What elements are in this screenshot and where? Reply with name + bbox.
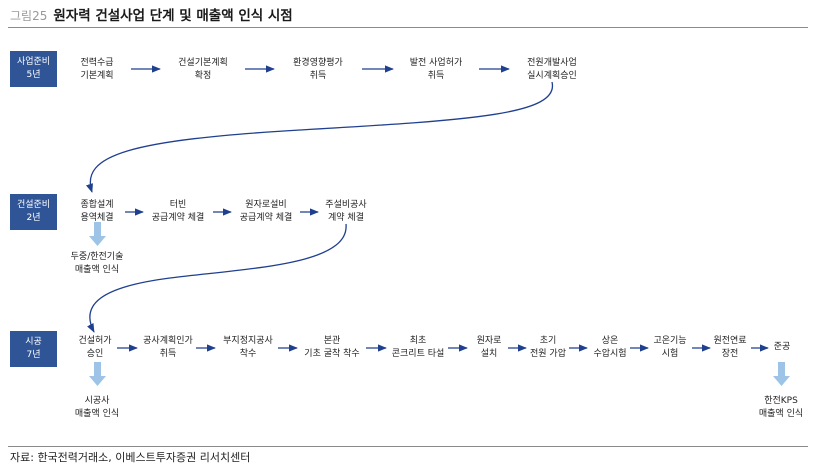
step-line: 건설허가: [78, 336, 112, 346]
step-construction-plan-approval: 공사계획인가 취득: [143, 335, 193, 360]
step-construction-plan-confirmed: 건설기본계획 확정: [178, 57, 228, 82]
step-line: 취득: [309, 70, 327, 81]
step-generation-license: 발전 사업허가 취득: [410, 57, 463, 82]
step-power-supply-plan: 전력수급 기본계획: [80, 57, 113, 82]
step-line: 확정: [194, 70, 212, 81]
figure-number: 그림25: [10, 9, 48, 23]
top-divider: [8, 27, 808, 28]
step-initial-energization: 초기 전원 가압: [530, 335, 566, 360]
step-line: 최초: [409, 336, 427, 346]
step-line: 준공: [773, 342, 791, 352]
step-line: 용역체결: [80, 212, 114, 223]
step-line: 전원개발사업: [527, 58, 577, 68]
phase-box-business-prep: 사업준비 5년: [10, 51, 57, 87]
phase-name: 사업준비: [16, 57, 51, 67]
step-line: 원자로: [476, 336, 502, 346]
step-line: 기본계획: [80, 70, 114, 81]
source-note: 자료: 한국전력거래소, 이베스트투자증권 리서치센터: [10, 451, 251, 464]
step-line: 초기: [539, 336, 557, 346]
step-line: 공급계약 체결: [239, 212, 293, 223]
step-construction-permit: 건설허가 승인: [78, 335, 111, 360]
phase-name: 건설준비: [16, 200, 51, 210]
step-line: 계약 체결: [328, 212, 364, 223]
recognition-arrow-row3-left: [89, 362, 106, 386]
step-line: 취득: [427, 70, 445, 81]
phase-duration: 2년: [26, 213, 41, 223]
recognition-arrow-row3-right: [773, 362, 790, 386]
step-line: 원자로설비: [245, 200, 287, 210]
step-line: 종합설계: [80, 200, 114, 210]
step-foundation-excavation: 본관 기초 굴착 착수: [304, 335, 359, 360]
phase-name: 시공: [25, 337, 42, 347]
step-line: 수압시험: [593, 348, 627, 359]
note-line: 한전KPS: [764, 396, 798, 406]
step-reactor-contract: 원자로설비 공급계약 체결: [240, 199, 293, 224]
note-line: 매출액 인식: [74, 264, 120, 275]
phase-box-construction-prep: 건설준비 2년: [10, 194, 57, 230]
step-line: 원전연료: [713, 336, 747, 346]
step-line: 주설비공사: [325, 200, 367, 210]
step-line: 시험: [661, 348, 679, 359]
step-line: 부지정지공사: [223, 336, 273, 346]
step-line: 착수: [239, 348, 257, 359]
step-line: 승인: [86, 348, 104, 359]
note-line: 두중/한전기술: [70, 252, 124, 262]
bottom-divider: [8, 446, 808, 447]
note-doosan-kepco-revenue: 두중/한전기술 매출액 인식: [71, 251, 124, 276]
phase-box-construction: 시공 7년: [10, 331, 57, 367]
step-cold-hydro-test: 상온 수압시험: [593, 335, 626, 360]
step-environmental-assessment: 환경영향평가 취득: [293, 57, 343, 82]
note-line: 시공사: [84, 396, 110, 406]
note-line: 매출액 인식: [74, 408, 120, 419]
phase-duration: 5년: [26, 70, 41, 80]
step-line: 터빈: [169, 200, 187, 210]
step-line: 환경영향평가: [293, 58, 343, 68]
curve-row2-to-row3: [87, 223, 347, 333]
step-line: 기초 굴착 착수: [304, 348, 360, 359]
step-implementation-plan-approval: 전원개발사업 실시계획승인: [527, 57, 577, 82]
figure-header: 그림25 원자력 건설사업 단계 및 매출액 인식 시점: [10, 4, 293, 26]
step-site-grading: 부지정지공사 착수: [223, 335, 273, 360]
step-line: 본관: [323, 336, 341, 346]
step-line: 설치: [480, 348, 498, 359]
step-line: 장전: [721, 348, 739, 359]
step-line: 상온: [601, 336, 619, 346]
step-reactor-installation: 원자로 설치: [477, 335, 502, 360]
figure-title: 원자력 건설사업 단계 및 매출액 인식 시점: [53, 8, 293, 24]
step-hot-functional-test: 고온기능 시험: [653, 335, 686, 360]
step-line: 전력수급: [80, 58, 114, 68]
step-line: 전원 가압: [530, 348, 566, 359]
step-line: 콘크리트 타설: [391, 348, 445, 359]
step-line: 공급계약 체결: [151, 212, 205, 223]
curve-row1-to-row2: [86, 81, 554, 193]
step-line: 고온기능: [653, 336, 687, 346]
note-contractor-revenue: 시공사 매출액 인식: [75, 395, 119, 420]
step-line: 발전 사업허가: [409, 58, 463, 68]
step-line: 공사계획인가: [143, 336, 193, 346]
recognition-arrow-row2: [89, 222, 106, 246]
note-kps-revenue: 한전KPS 매출액 인식: [759, 395, 803, 420]
step-design-contract: 종합설계 용역체결: [80, 199, 113, 224]
step-completion: 준공: [774, 341, 791, 354]
note-line: 매출액 인식: [758, 408, 804, 419]
step-turbine-contract: 터빈 공급계약 체결: [152, 199, 205, 224]
step-fuel-loading: 원전연료 장전: [713, 335, 746, 360]
step-first-concrete: 최초 콘크리트 타설: [392, 335, 445, 360]
step-main-construction-contract: 주설비공사 계약 체결: [325, 199, 366, 224]
step-line: 건설기본계획: [178, 58, 228, 68]
step-line: 실시계획승인: [527, 70, 577, 81]
phase-duration: 7년: [26, 350, 41, 360]
step-line: 취득: [159, 348, 177, 359]
